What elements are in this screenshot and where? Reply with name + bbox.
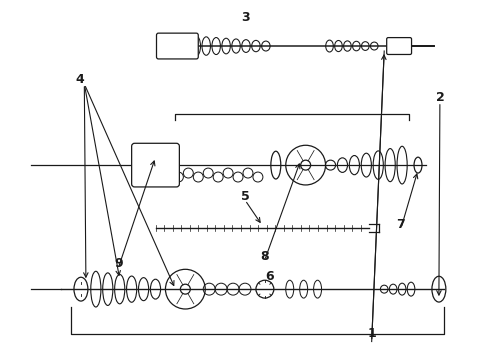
FancyBboxPatch shape [387, 37, 412, 54]
Text: 4: 4 [75, 73, 84, 86]
Text: 3: 3 [241, 11, 249, 24]
Text: 2: 2 [436, 91, 444, 104]
FancyBboxPatch shape [156, 33, 198, 59]
Text: 6: 6 [265, 270, 274, 283]
Text: 8: 8 [260, 250, 269, 263]
Text: 9: 9 [114, 257, 122, 270]
Text: 5: 5 [241, 190, 249, 203]
Text: 7: 7 [396, 218, 405, 231]
FancyBboxPatch shape [132, 143, 179, 187]
Text: 1: 1 [368, 327, 376, 340]
